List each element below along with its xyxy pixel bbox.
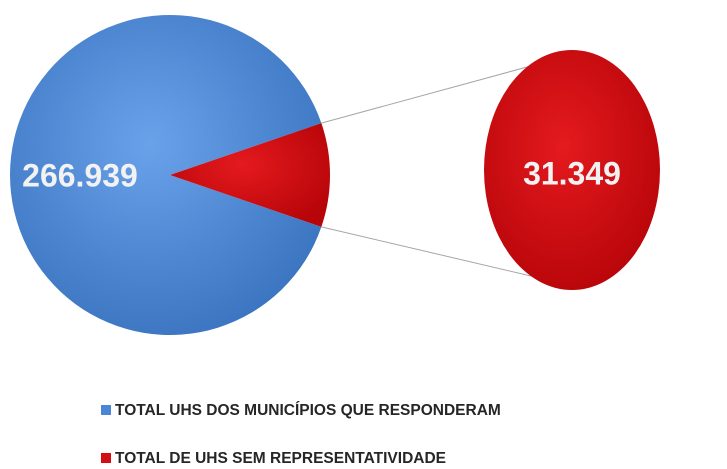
pie-slice bbox=[10, 14, 322, 335]
legend-label: TOTAL UHS DOS MUNICÍPIOS QUE RESPONDERAM bbox=[115, 402, 501, 419]
data-label: 31.349 bbox=[523, 155, 621, 191]
data-label: 266.939 bbox=[22, 157, 138, 193]
legend-swatch bbox=[101, 405, 111, 415]
secondary-pie bbox=[484, 50, 660, 290]
legend-swatch bbox=[101, 453, 111, 463]
pie-slice bbox=[170, 123, 330, 227]
legend-label: TOTAL DE UHS SEM REPRESENTATIVIDADE bbox=[115, 450, 446, 467]
